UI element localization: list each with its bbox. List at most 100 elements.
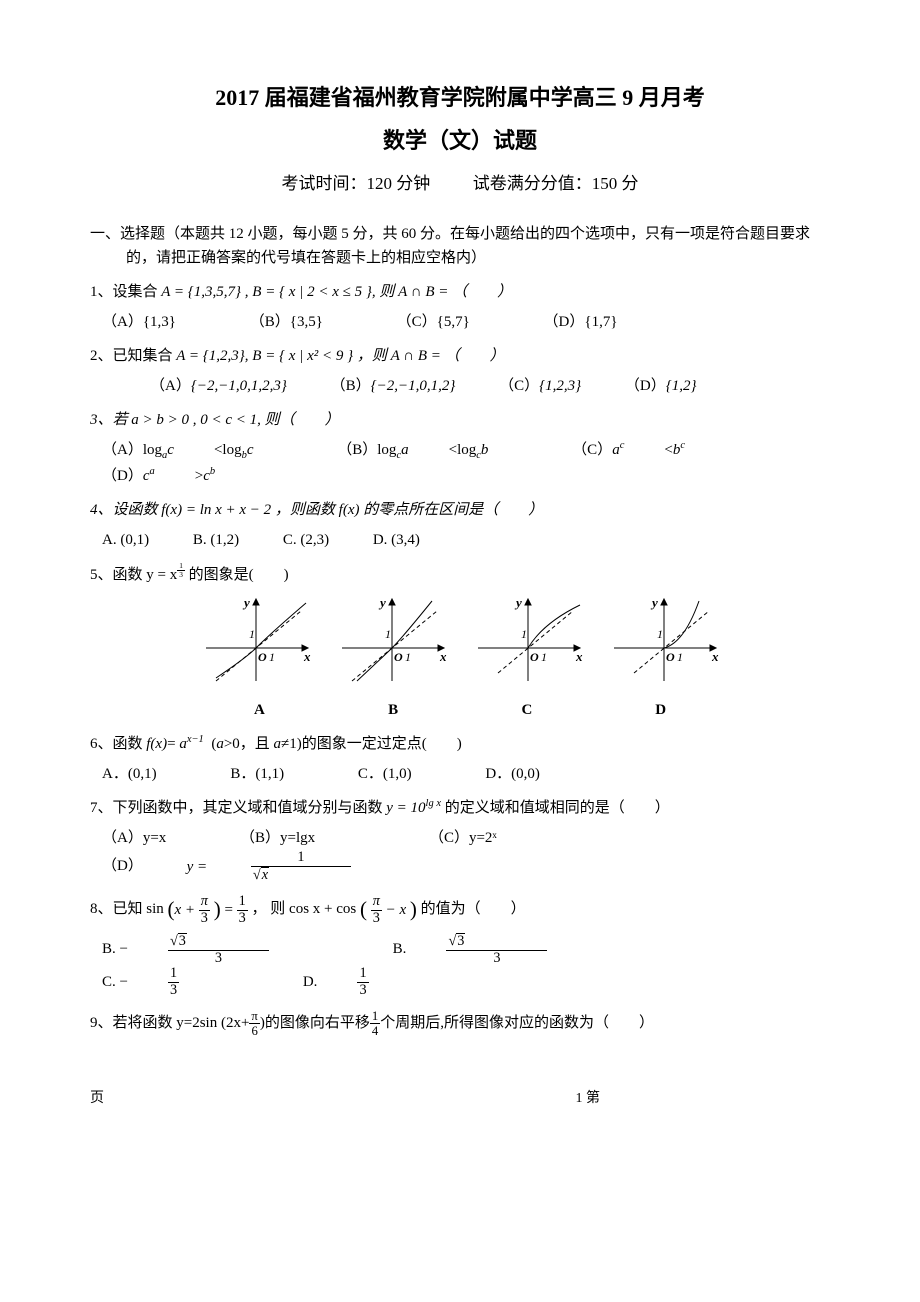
q5-graph-a: 1 O 1 x y	[196, 593, 316, 683]
q8-pre: 8、已知 sin	[90, 902, 164, 918]
question-2: 2、已知集合 A = {1,2,3}, B = { x | x² < 9 } ，…	[90, 344, 830, 368]
q5-graph-d: 1 O 1 x y	[604, 593, 724, 683]
question-4: 4、设函数 f(x) = ln x + x − 2 ，则函数 f(x) 的零点所…	[90, 498, 830, 522]
q2-opt-a: （A）{−2,−1,0,1,2,3}	[150, 374, 307, 398]
page-footer: 页 1 第	[90, 1088, 830, 1110]
question-3: 3、若 a > b > 0 , 0 < c < 1, 则（ ）	[90, 408, 830, 432]
q7-math: y = 10lg x	[386, 800, 441, 816]
q5-post: 的图象是( )	[185, 567, 289, 583]
question-6: 6、函数 f(x)= ax−1 (a>0，且 a≠1)的图象一定过定点( )	[90, 732, 830, 756]
q3-text: 3、若 a > b > 0 , 0 < c < 1, 则（ ）	[90, 412, 340, 428]
svg-text:x: x	[303, 649, 311, 664]
q2-opt-c: （C）{1,2,3}	[499, 374, 601, 398]
q7-opt-d: （D） y = 1 x	[102, 850, 431, 883]
q7-opt-b: （B）y=lgx	[240, 826, 315, 850]
exam-time: 考试时间：120 分钟	[282, 170, 431, 197]
footer-right: 1 第	[576, 1088, 601, 1110]
q9-tail: 个周期后,所得图像对应的函数为（ ）	[380, 1015, 654, 1031]
q1-options: （A）{1,3} （B）{3,5} （C）{5,7} （D）{1,7}	[102, 310, 830, 334]
svg-text:y: y	[378, 595, 386, 610]
question-9: 9、若将函数 y=2sin (2x+π6)的图像向右平移14个周期后,所得图像对…	[90, 1009, 830, 1038]
doc-subtitle: 数学（文）试题	[90, 123, 830, 158]
q3-opt-b: （B）logca<logcb	[337, 438, 528, 465]
q5-graph-labels: A B C D	[90, 698, 830, 722]
section-1-heading: 一、选择题（本题共 12 小题，每小题 5 分，共 60 分。在每小题给出的四个…	[90, 222, 830, 270]
svg-text:x: x	[711, 649, 719, 664]
svg-text:y: y	[650, 595, 658, 610]
doc-title: 2017 届福建省福州教育学院附属中学高三 9 月月考	[90, 80, 830, 115]
svg-text:1: 1	[249, 627, 255, 641]
q2-pre: 2、已知集合	[90, 348, 176, 364]
q9-mid: )的图像向右平移	[260, 1015, 370, 1031]
q8-opt-b: B. 33	[393, 933, 628, 966]
question-1: 1、设集合 A = {1,3,5,7} , B = { x | 2 < x ≤ …	[90, 280, 830, 304]
q2-opt-d: （D）{1,2}	[625, 374, 717, 398]
question-8: 8、已知 sin (x + π3 ) = 13 ， 则 cos x + cos …	[90, 893, 830, 927]
svg-text:x: x	[439, 649, 447, 664]
q2-opt-b: （B）{−2,−1,0,1,2}	[331, 374, 476, 398]
svg-text:O: O	[258, 650, 267, 664]
q7-opt-a: （A）y=x	[102, 826, 166, 850]
svg-text:1: 1	[521, 627, 527, 641]
q5-graphs: 1 O 1 x y 1 O 1 x y 1 O 1 x y	[90, 593, 830, 692]
svg-text:1: 1	[541, 650, 547, 664]
q1-math: A = {1,3,5,7} , B = { x | 2 < x ≤ 5 }, 则…	[161, 284, 512, 300]
question-7: 7、下列函数中，其定义域和值域分别与函数 y = 10lg x 的定义域和值域相…	[90, 796, 830, 820]
question-5: 5、函数 y = x13 的图象是( )	[90, 562, 830, 587]
svg-text:y: y	[242, 595, 250, 610]
q3-options: （A）logac<logbc （B）logca<logcb （C）ac<bc （…	[102, 438, 830, 489]
q5-label-d: D	[596, 698, 726, 722]
svg-text:x: x	[575, 649, 583, 664]
svg-text:1: 1	[405, 650, 411, 664]
exam-info: 考试时间：120 分钟 试卷满分分值：150 分	[90, 170, 830, 197]
q8-opt-c: C. −13	[102, 966, 259, 998]
q4-opt-d: D. (3,4)	[373, 528, 420, 552]
q8-opt-a: B. −33	[102, 933, 349, 966]
q6-opt-a: A．(0,1)	[102, 762, 157, 786]
q8-mid: ， 则 cos x + cos	[252, 902, 357, 918]
q4-opt-c: C. (2,3)	[283, 528, 329, 552]
q2-options: （A）{−2,−1,0,1,2,3} （B）{−2,−1,0,1,2} （C）{…	[150, 374, 830, 398]
svg-text:1: 1	[385, 627, 391, 641]
footer-left: 页	[90, 1088, 104, 1110]
gap	[435, 170, 469, 197]
q1-opt-c: （C）{5,7}	[397, 310, 470, 334]
q3-opt-a: （A）logac<logbc	[102, 438, 294, 465]
svg-text:1: 1	[677, 650, 683, 664]
q6-opt-c: C．(1,0)	[358, 762, 412, 786]
q7-options: （A）y=x （B）y=lgx （C）y=2ˣ （D） y = 1 x	[102, 826, 830, 883]
q1-opt-d: （D）{1,7}	[544, 310, 618, 334]
q3-opt-c: （C）ac<bc	[572, 438, 725, 462]
q9-pre: 9、若将函数 y=2sin (2x+	[90, 1015, 249, 1031]
q4-opt-a: A. (0,1)	[102, 528, 149, 552]
q1-opt-a: （A）{1,3}	[102, 310, 176, 334]
svg-text:O: O	[530, 650, 539, 664]
q5-pre: 5、函数 y = x	[90, 567, 177, 583]
exam-score: 试卷满分分值：150 分	[473, 170, 639, 197]
q5-label-b: B	[328, 698, 458, 722]
svg-text:O: O	[394, 650, 403, 664]
q7-opt-c: （C）y=2ˣ	[429, 826, 497, 850]
q4-options: A. (0,1) B. (1,2) C. (2,3) D. (3,4)	[102, 528, 830, 552]
q8-tail: 的值为（ ）	[421, 902, 526, 918]
q5-label-a: A	[194, 698, 324, 722]
q3-opt-d: （D）ca>cb	[102, 464, 255, 488]
q8-opt-d: D. 13	[303, 966, 449, 998]
q2-math: A = {1,2,3}, B = { x | x² < 9 } ，则 A ∩ B…	[176, 348, 504, 364]
q1-pre: 1、设集合	[90, 284, 161, 300]
q6-opt-b: B．(1,1)	[230, 762, 284, 786]
q4-text: 4、设函数 f(x) = ln x + x − 2 ，则函数 f(x) 的零点所…	[90, 502, 543, 518]
q7-post: 的定义域和值域相同的是（ ）	[445, 800, 670, 816]
q1-opt-b: （B）{3,5}	[250, 310, 323, 334]
svg-text:y: y	[514, 595, 522, 610]
svg-text:1: 1	[269, 650, 275, 664]
q6-opt-d: D．(0,0)	[485, 762, 540, 786]
q8-options: B. −33 B. 33 C. −13 D. 13	[102, 933, 830, 999]
q5-graph-c: 1 O 1 x y	[468, 593, 588, 683]
q4-opt-b: B. (1,2)	[193, 528, 239, 552]
svg-text:1: 1	[657, 627, 663, 641]
q5-label-c: C	[462, 698, 592, 722]
q6-options: A．(0,1) B．(1,1) C．(1,0) D．(0,0)	[102, 762, 830, 786]
q6-text: 6、函数 f(x)= ax−1 (a>0，且 a≠1)的图象一定过定点( )	[90, 736, 462, 752]
q7-pre: 7、下列函数中，其定义域和值域分别与函数	[90, 800, 386, 816]
